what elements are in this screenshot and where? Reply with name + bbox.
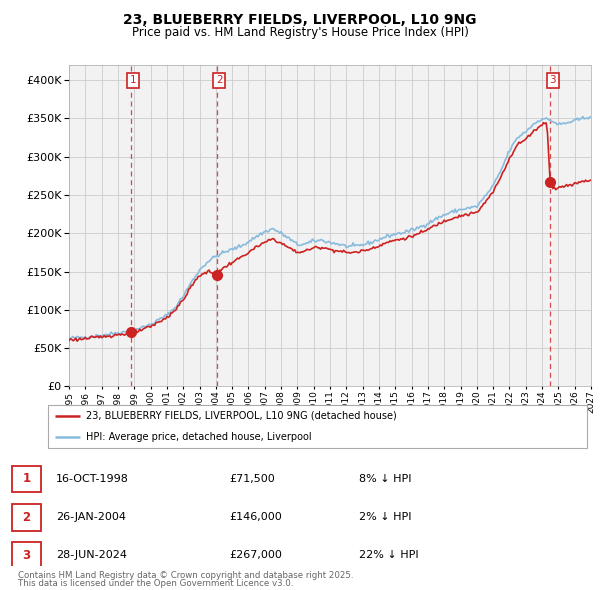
- Text: 8% ↓ HPI: 8% ↓ HPI: [359, 474, 412, 484]
- Text: 16-OCT-1998: 16-OCT-1998: [56, 474, 129, 484]
- Text: £71,500: £71,500: [229, 474, 275, 484]
- Text: 28-JUN-2024: 28-JUN-2024: [56, 550, 127, 560]
- Text: This data is licensed under the Open Government Licence v3.0.: This data is licensed under the Open Gov…: [18, 579, 293, 588]
- Text: 3: 3: [23, 549, 31, 562]
- Text: 22% ↓ HPI: 22% ↓ HPI: [359, 550, 418, 560]
- Text: £146,000: £146,000: [229, 512, 282, 522]
- Text: 2% ↓ HPI: 2% ↓ HPI: [359, 512, 412, 522]
- Text: 1: 1: [130, 76, 137, 86]
- Text: 3: 3: [550, 76, 556, 86]
- Text: 26-JAN-2004: 26-JAN-2004: [56, 512, 126, 522]
- Text: 1: 1: [23, 473, 31, 486]
- Text: 2: 2: [216, 76, 223, 86]
- Text: 2: 2: [23, 510, 31, 523]
- Text: 23, BLUEBERRY FIELDS, LIVERPOOL, L10 9NG: 23, BLUEBERRY FIELDS, LIVERPOOL, L10 9NG: [123, 13, 477, 27]
- FancyBboxPatch shape: [12, 466, 41, 493]
- Text: HPI: Average price, detached house, Liverpool: HPI: Average price, detached house, Live…: [86, 432, 311, 442]
- FancyBboxPatch shape: [12, 542, 41, 569]
- FancyBboxPatch shape: [48, 405, 587, 448]
- Text: £267,000: £267,000: [229, 550, 283, 560]
- FancyBboxPatch shape: [12, 504, 41, 530]
- Text: Price paid vs. HM Land Registry's House Price Index (HPI): Price paid vs. HM Land Registry's House …: [131, 26, 469, 39]
- Text: Contains HM Land Registry data © Crown copyright and database right 2025.: Contains HM Land Registry data © Crown c…: [18, 571, 353, 579]
- Text: 23, BLUEBERRY FIELDS, LIVERPOOL, L10 9NG (detached house): 23, BLUEBERRY FIELDS, LIVERPOOL, L10 9NG…: [86, 411, 397, 421]
